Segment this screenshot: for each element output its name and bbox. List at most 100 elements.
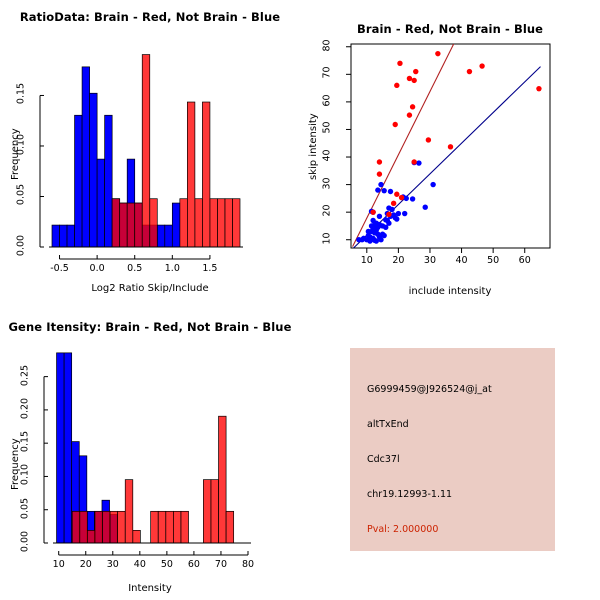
- intensity-scatter-panel: Brain - Red, Not Brain - Blue skip inten…: [300, 0, 600, 300]
- histogram-bar: [124, 479, 134, 544]
- scatter-point: [381, 187, 387, 194]
- scatter-point: [378, 181, 384, 188]
- scatter-point: [402, 210, 408, 217]
- scatter-point: [373, 238, 379, 244]
- y-tick-label: 0.10: [19, 464, 31, 486]
- histogram-bar: [71, 510, 81, 544]
- histogram-bar: [59, 224, 68, 248]
- gene-histogram-xlabel: Intensity: [128, 583, 172, 594]
- y-tick-label: 70: [321, 66, 333, 79]
- x-tick-label: 30: [423, 255, 436, 266]
- histogram-bar: [173, 510, 182, 544]
- scatter-point: [411, 77, 417, 84]
- histogram-bar: [171, 202, 181, 248]
- y-tick-label: 20: [321, 204, 333, 217]
- gene-info-box: G6999459@J926524@j_at altTxEnd Cdc37l chr19…: [350, 348, 555, 551]
- scatter-point: [409, 196, 416, 202]
- scatter-point: [386, 211, 392, 218]
- histogram-bar: [111, 198, 121, 248]
- ratio-histogram-xlabel: Log2 Ratio Skip/Include: [91, 283, 209, 294]
- scatter-point: [376, 159, 383, 165]
- y-tick-label: 0.05: [19, 497, 31, 519]
- x-tick-label: 40: [133, 559, 146, 570]
- histogram-bar: [117, 510, 126, 544]
- histogram-bar: [217, 198, 226, 248]
- histogram-bars: [51, 54, 241, 248]
- scatter-point: [386, 220, 392, 226]
- histogram-bar: [202, 101, 211, 248]
- scatter-point: [370, 209, 376, 215]
- scatter-point: [479, 63, 485, 69]
- y-tick-label: 80: [321, 39, 333, 52]
- scatter-point: [406, 75, 413, 82]
- histogram-bar: [56, 352, 65, 544]
- info-line-2: Cdc37l: [367, 454, 400, 465]
- not-brain-points: [356, 159, 436, 244]
- histogram-bar: [79, 510, 88, 544]
- histogram-bar: [66, 224, 75, 248]
- histogram-bar: [203, 479, 212, 544]
- histogram-bar: [102, 510, 111, 544]
- x-tick-label: 0.5: [127, 263, 143, 274]
- histogram-bar: [156, 224, 166, 248]
- histogram-bar: [209, 198, 218, 248]
- scatter-point: [411, 159, 417, 165]
- histogram-bar: [96, 158, 105, 248]
- x-tick-label: 0.0: [89, 263, 105, 274]
- scatter-point: [375, 187, 381, 193]
- scatter-point: [406, 112, 413, 118]
- scatter-point: [413, 68, 419, 75]
- scatter-point: [375, 224, 381, 231]
- histogram-bar: [187, 101, 196, 248]
- scatter-point: [392, 214, 398, 221]
- histogram-bar: [119, 202, 128, 248]
- scatter-point: [536, 85, 542, 92]
- scatter-point: [422, 204, 428, 210]
- x-tick-label: 20: [79, 559, 92, 570]
- scatter-point: [376, 234, 383, 240]
- histogram-bar: [149, 198, 158, 248]
- scatter-content: [352, 44, 542, 248]
- histogram-bar: [74, 114, 83, 248]
- scatter-title: Brain - Red, Not Brain - Blue: [356, 22, 544, 36]
- x-tick-label: 20: [392, 255, 405, 266]
- x-tick-label: 10: [360, 255, 373, 266]
- x-tick-label: 60: [518, 255, 531, 266]
- ratio-histogram-title: RatioData: Brain - Red, Not Brain - Blue: [19, 10, 281, 24]
- scatter-point: [409, 104, 416, 110]
- histogram-bar: [89, 92, 98, 248]
- axes: [346, 46, 526, 253]
- scatter-point: [398, 194, 405, 201]
- histogram-bar: [225, 510, 235, 544]
- plot-frame: [350, 43, 551, 249]
- x-tick-label: 10: [52, 559, 65, 570]
- scatter-canvas: [346, 43, 551, 253]
- scatter-point: [466, 68, 473, 75]
- y-tick-label: 10: [321, 232, 333, 245]
- scatter-point: [356, 237, 362, 243]
- y-tick-label: 0.10: [15, 133, 27, 156]
- x-tick-label: 70: [214, 559, 227, 570]
- histogram-bar: [126, 202, 136, 248]
- gene-histogram-title: Gene Itensity: Brain - Red, Not Brain - …: [8, 320, 292, 334]
- scatter-point: [367, 238, 373, 244]
- x-tick-label: -0.5: [50, 263, 69, 274]
- ratio-histogram-panel: RatioData: Brain - Red, Not Brain - Blue…: [0, 0, 300, 300]
- histogram-bar: [87, 530, 96, 544]
- info-line-0: G6999459@J926524@j_at: [367, 384, 492, 395]
- scatter-point: [416, 160, 422, 166]
- brain-bars: [111, 54, 241, 248]
- scatter-point: [389, 206, 395, 213]
- x-tick-label: 1.0: [164, 263, 180, 274]
- histogram-bar: [179, 198, 188, 248]
- histogram-bar: [194, 198, 203, 248]
- histogram-bar: [210, 479, 219, 544]
- y-tick-label: 0.20: [19, 397, 31, 419]
- y-tick-label: 60: [321, 94, 333, 107]
- y-tick-label: 0.15: [19, 431, 31, 453]
- ratio-histogram-canvas: [39, 54, 243, 260]
- y-tick-label: 30: [321, 177, 333, 190]
- histogram-bar: [109, 510, 119, 544]
- axes: [43, 376, 251, 556]
- x-tick-label: 40: [455, 255, 468, 266]
